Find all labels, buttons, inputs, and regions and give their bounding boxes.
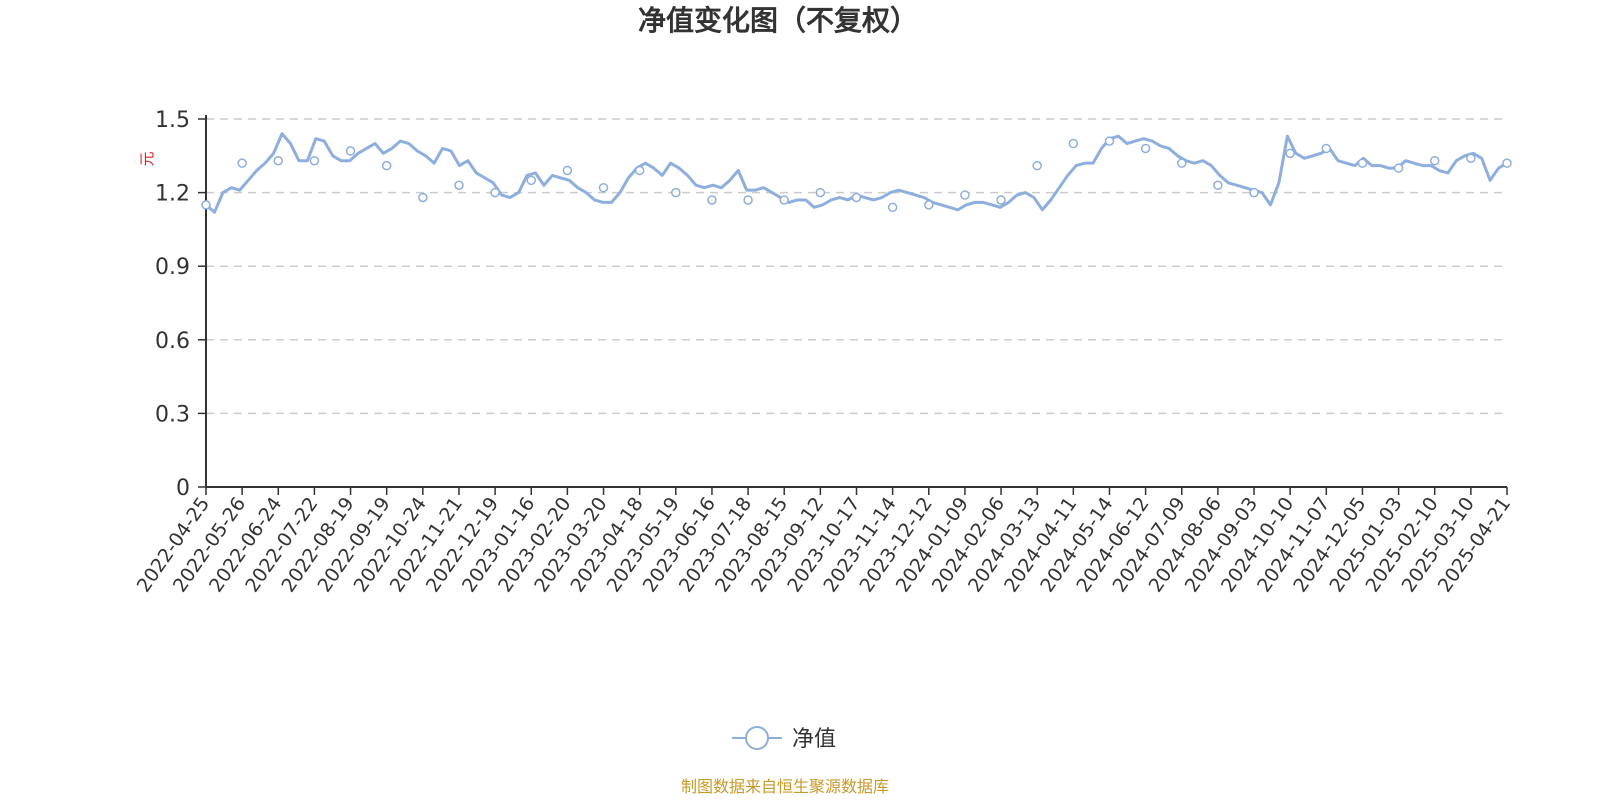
data-point (1249, 187, 1259, 198)
data-point (779, 195, 789, 205)
data-point (815, 187, 826, 198)
y-tick-label: 0.3 (155, 402, 190, 427)
y-tick-label: 1.5 (155, 108, 190, 133)
data-point (1213, 180, 1223, 190)
data-point (743, 195, 753, 205)
data-point (381, 160, 392, 171)
data-point (924, 200, 934, 210)
data-point (1104, 136, 1115, 146)
data-point (1177, 158, 1187, 168)
data-point (707, 195, 717, 205)
data-point (345, 146, 356, 156)
y-tick-label: 1.2 (155, 182, 190, 207)
data-point (1502, 158, 1512, 168)
data-point (201, 200, 211, 210)
data-point (490, 187, 500, 198)
y-axis-unit-label: 元 (138, 151, 156, 166)
data-point (309, 155, 320, 166)
data-point (454, 180, 464, 190)
axes (198, 115, 1508, 495)
data-point (996, 195, 1006, 205)
legend[interactable]: 净值 (732, 726, 836, 752)
data-point (671, 187, 681, 198)
data-point (237, 158, 247, 168)
data-point (1285, 148, 1295, 159)
gridlines (206, 118, 1507, 415)
data-point (598, 182, 609, 193)
legend-circle-icon (745, 726, 769, 750)
data-point (1393, 163, 1404, 173)
chart-title: 净值变化图（不复权） (638, 4, 918, 37)
data-point (1068, 138, 1079, 149)
data-point (960, 190, 970, 200)
data-point (1321, 143, 1332, 154)
data-point (1429, 155, 1440, 166)
y-tick-label: 0 (176, 476, 190, 501)
y-tick-label: 0.9 (155, 255, 190, 280)
data-point (851, 192, 862, 203)
y-tick-label: 0.6 (155, 329, 190, 354)
x-axis-ticks: 2022-04-252022-05-262022-06-242022-07-22… (133, 493, 1515, 596)
y-axis-ticks: 0 0.3 0.6 0.9 1.2 1.5 (155, 108, 190, 501)
data-point (1466, 153, 1476, 164)
data-point (562, 165, 573, 176)
data-point (526, 175, 536, 186)
data-point (887, 202, 898, 213)
legend-label: 净值 (792, 727, 836, 752)
data-point (634, 165, 645, 176)
data-point (418, 192, 428, 203)
data-point (1357, 158, 1368, 168)
series-markers (201, 136, 1512, 213)
data-point (273, 155, 284, 166)
data-point (1140, 143, 1151, 154)
data-source-note: 制图数据来自恒生聚源数据库 (681, 777, 889, 796)
data-point (1032, 160, 1042, 171)
